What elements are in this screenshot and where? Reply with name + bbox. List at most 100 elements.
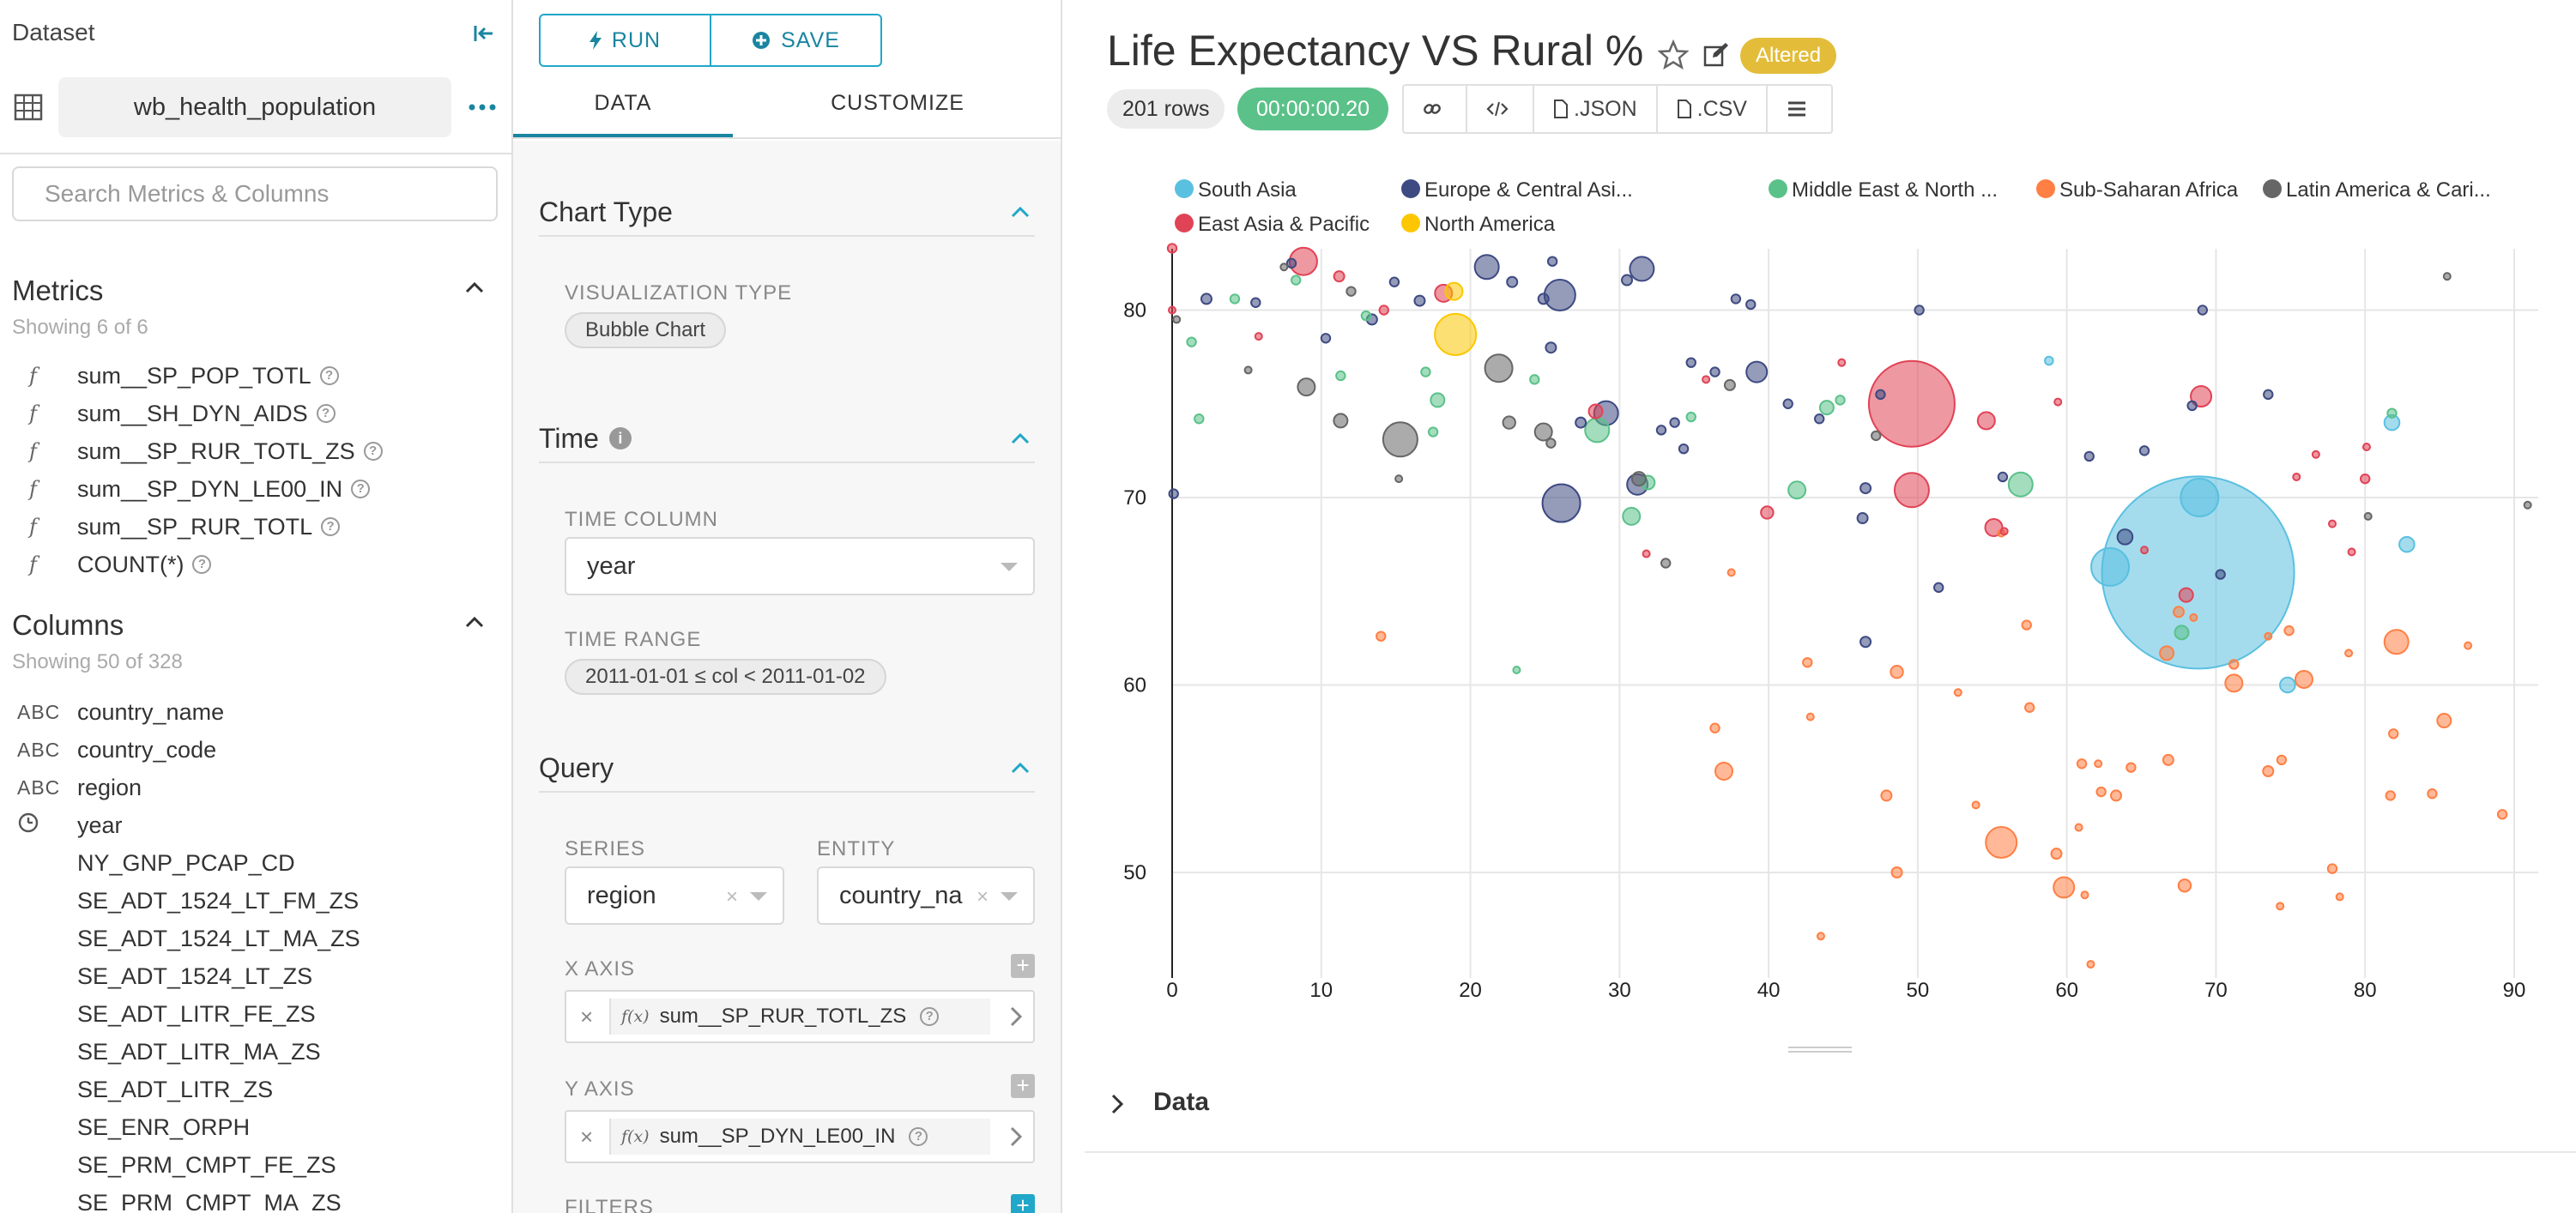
legend-item[interactable]: Sub-Saharan Africa bbox=[2036, 178, 2239, 202]
bubble[interactable] bbox=[1997, 471, 2009, 483]
bubble[interactable] bbox=[1933, 582, 1944, 594]
bubble[interactable] bbox=[1730, 293, 1742, 305]
bubble[interactable] bbox=[2180, 478, 2220, 517]
x-axis-metric[interactable]: f(x) sum__SP_RUR_TOTL_ZS ? bbox=[609, 999, 990, 1035]
bubble[interactable] bbox=[2024, 702, 2035, 713]
metric-item[interactable]: f COUNT(*)? bbox=[22, 547, 212, 582]
metrics-heading[interactable]: Metrics bbox=[12, 275, 104, 306]
bubble[interactable] bbox=[2050, 848, 2063, 860]
bubble[interactable] bbox=[1985, 826, 2018, 860]
columns-heading[interactable]: Columns bbox=[12, 609, 124, 641]
bubble-chart[interactable]: South Asia Europe & Central Asi... Middle … bbox=[1062, 163, 2576, 1021]
help-icon[interactable]: ? bbox=[363, 442, 383, 461]
bubble[interactable] bbox=[2464, 641, 2473, 650]
add-y-axis-button[interactable]: + bbox=[1011, 1074, 1035, 1098]
bubble[interactable] bbox=[1629, 256, 1655, 282]
bubble[interactable] bbox=[2326, 863, 2338, 874]
legend-item[interactable]: East Asia & Pacific bbox=[1175, 213, 1370, 236]
bubble[interactable] bbox=[2083, 450, 2095, 462]
metric-item[interactable]: f sum__SP_POP_TOTL? bbox=[22, 359, 339, 393]
export-csv-button[interactable]: .CSV bbox=[1658, 86, 1768, 132]
bubble[interactable] bbox=[1285, 257, 1297, 269]
bubble[interactable] bbox=[2094, 759, 2103, 769]
bubble[interactable] bbox=[1622, 506, 1642, 526]
bubble[interactable] bbox=[2427, 788, 2438, 800]
bubble[interactable] bbox=[1545, 438, 1557, 449]
bubble[interactable] bbox=[2053, 397, 2063, 407]
bubble[interactable] bbox=[1678, 443, 1690, 455]
bubble[interactable] bbox=[1378, 305, 1389, 316]
bubble[interactable] bbox=[2159, 645, 2175, 661]
column-item[interactable]: SE_ADT_LITR_MA_ZS bbox=[17, 1035, 321, 1069]
bubble[interactable] bbox=[1333, 270, 1345, 283]
column-item[interactable]: year bbox=[17, 808, 123, 842]
column-item[interactable]: SE_ADT_1524_LT_FM_ZS bbox=[17, 884, 359, 918]
bubble[interactable] bbox=[1685, 411, 1696, 423]
bubble[interactable] bbox=[1382, 421, 1418, 458]
bubble[interactable] bbox=[2140, 546, 2150, 555]
column-item[interactable]: ABC country_code bbox=[17, 733, 216, 767]
bubble[interactable] bbox=[1541, 483, 1581, 523]
remove-icon[interactable]: × bbox=[580, 1004, 594, 1029]
bubble[interactable] bbox=[1745, 299, 1757, 311]
bubble[interactable] bbox=[2276, 902, 2285, 911]
bubble[interactable] bbox=[1837, 358, 1847, 367]
bubble[interactable] bbox=[1802, 657, 1813, 668]
bubble[interactable] bbox=[2283, 625, 2295, 637]
bubble[interactable] bbox=[1714, 762, 1733, 782]
bubble[interactable] bbox=[2279, 676, 2296, 694]
column-item[interactable]: SE_PRM_CMPT_MA_ZS bbox=[17, 1186, 342, 1213]
column-item[interactable]: NY_GNP_PCAP_CD bbox=[17, 846, 295, 880]
bubble[interactable] bbox=[2262, 765, 2275, 778]
bubble[interactable] bbox=[2177, 878, 2192, 893]
bubble[interactable] bbox=[1506, 275, 1519, 288]
embed-code-button[interactable] bbox=[1467, 86, 1534, 132]
bubble[interactable] bbox=[1430, 392, 1446, 408]
bubble[interactable] bbox=[1420, 366, 1431, 377]
bubble[interactable] bbox=[1621, 274, 1634, 287]
bubble[interactable] bbox=[1893, 472, 1930, 509]
bubble[interactable] bbox=[2044, 355, 2054, 366]
bubble[interactable] bbox=[1685, 357, 1696, 368]
column-item[interactable]: SE_ADT_LITR_FE_ZS bbox=[17, 997, 316, 1031]
bubble[interactable] bbox=[2398, 535, 2416, 553]
bubble[interactable] bbox=[2189, 613, 2198, 622]
bubble[interactable] bbox=[1709, 366, 1720, 377]
more-options-icon[interactable] bbox=[467, 94, 498, 120]
bubble[interactable] bbox=[1859, 636, 1872, 649]
bubble[interactable] bbox=[1168, 488, 1179, 499]
remove-icon[interactable]: × bbox=[580, 1124, 594, 1150]
bubble[interactable] bbox=[1394, 474, 1404, 484]
chevron-right-icon[interactable] bbox=[1007, 1004, 1025, 1029]
bubble[interactable] bbox=[1537, 293, 1550, 305]
bubble[interactable] bbox=[1782, 398, 1793, 409]
altered-badge[interactable]: Altered bbox=[1740, 38, 1837, 74]
bubble[interactable] bbox=[1345, 286, 1357, 297]
bubble[interactable] bbox=[1502, 415, 1516, 430]
help-icon[interactable]: ? bbox=[321, 517, 341, 536]
legend-item[interactable]: Middle East & North ... bbox=[1769, 178, 1998, 202]
bubble[interactable] bbox=[2174, 625, 2190, 641]
star-icon[interactable] bbox=[1658, 39, 1689, 70]
bubble[interactable] bbox=[2007, 471, 2034, 498]
resize-handle-icon[interactable] bbox=[1788, 1045, 1852, 1053]
bubble[interactable] bbox=[2197, 305, 2209, 316]
bubble[interactable] bbox=[2138, 445, 2150, 456]
bubble[interactable] bbox=[1890, 665, 1904, 679]
bubble[interactable] bbox=[2436, 713, 2452, 729]
bubble[interactable] bbox=[1546, 256, 1558, 267]
bubble[interactable] bbox=[1816, 932, 1825, 941]
bubble[interactable] bbox=[2363, 511, 2373, 521]
bubble[interactable] bbox=[1971, 800, 1980, 810]
bubble[interactable] bbox=[1859, 482, 1872, 495]
bubble[interactable] bbox=[1335, 370, 1346, 382]
bubble[interactable] bbox=[1186, 336, 1197, 347]
bubble[interactable] bbox=[2074, 823, 2083, 832]
column-item[interactable]: SE_PRM_CMPT_FE_ZS bbox=[17, 1148, 336, 1182]
bubble[interactable] bbox=[1243, 365, 1253, 375]
bubble[interactable] bbox=[2263, 389, 2274, 401]
bubble[interactable] bbox=[2383, 629, 2410, 655]
bubble[interactable] bbox=[2126, 762, 2137, 773]
column-item[interactable]: SE_ADT_1524_LT_MA_ZS bbox=[17, 921, 360, 956]
y-axis-metric[interactable]: f(x) sum__SP_DYN_LE00_IN ? bbox=[609, 1119, 990, 1155]
